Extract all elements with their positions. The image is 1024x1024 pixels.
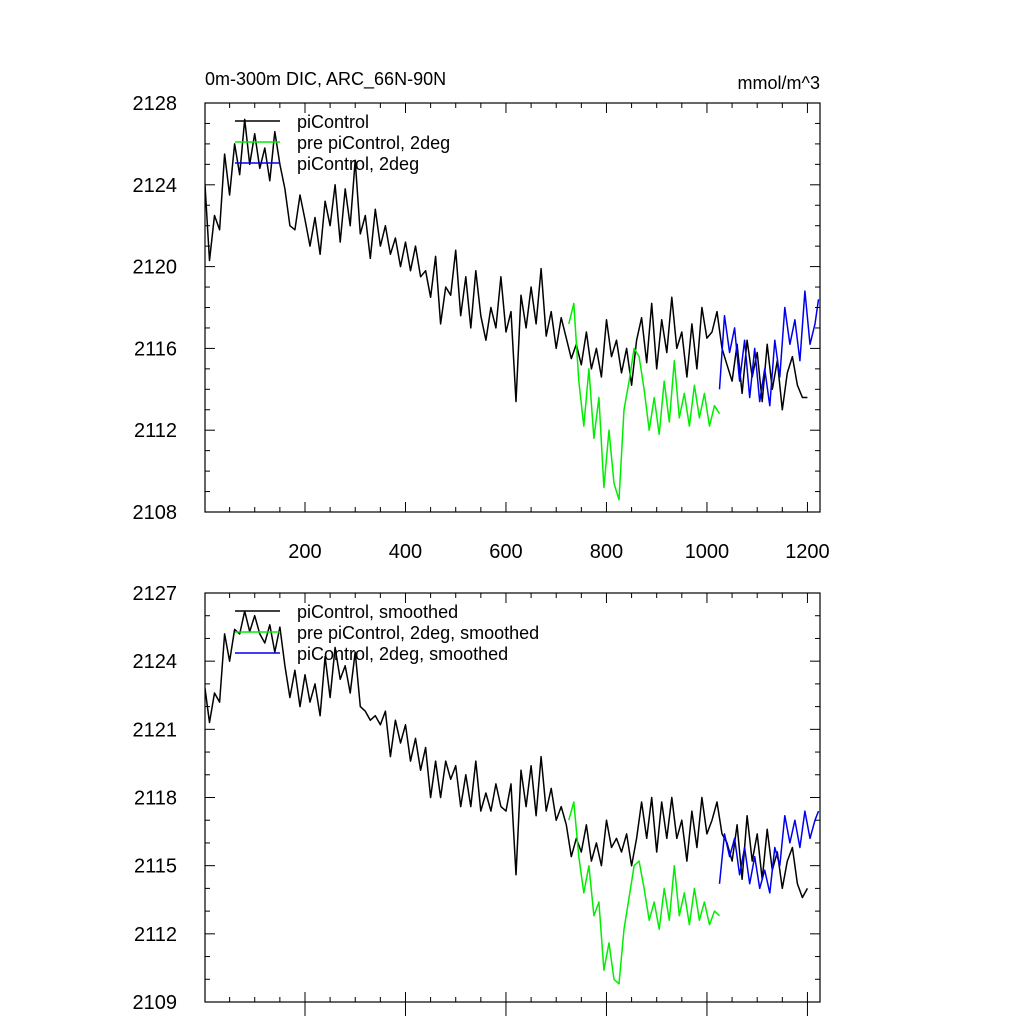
- x-tick-label: 200: [288, 541, 321, 563]
- x-tick-label: 400: [389, 541, 422, 563]
- legend-label: pre piControl, 2deg, smoothed: [297, 623, 539, 643]
- top-panel: 200 400 600 800 1000 1200 2108 2112 2116 2120 2124…: [133, 69, 830, 563]
- legend-label: piControl, 2deg, smoothed: [297, 644, 508, 664]
- y-tick-label: 2109: [133, 992, 178, 1014]
- series-line-1: [568, 801, 721, 985]
- y-tick-label: 2118: [134, 788, 177, 810]
- legend-label: pre piControl, 2deg: [297, 133, 450, 153]
- series-line-2: [718, 290, 820, 407]
- y-tick-label: 2124: [133, 651, 178, 673]
- y-tick-label: 2124: [133, 175, 178, 197]
- y-tick-label: 2120: [133, 257, 178, 279]
- y-tick-label: 2121: [133, 719, 178, 741]
- bottom-panel: 2109 2112 2115 2118 2121 2124 2127 piControl, s…: [133, 583, 821, 1016]
- y-tick-label: 2115: [134, 856, 177, 878]
- series-line-1: [568, 302, 721, 501]
- series-line-2: [718, 810, 820, 894]
- chart-units: mmol/m^3: [738, 73, 820, 93]
- series-line-0: [205, 118, 808, 411]
- legend-label: piControl, 2deg: [297, 154, 419, 174]
- y-tick-label: 2108: [133, 502, 178, 524]
- legend-label: piControl: [297, 112, 369, 132]
- y-tick-label: 2127: [133, 583, 178, 605]
- y-tick-label: 2128: [133, 93, 178, 115]
- y-tick-label: 2112: [134, 420, 177, 442]
- x-tick-label: 800: [590, 541, 623, 563]
- y-tick-label: 2116: [134, 338, 177, 360]
- chart-title: 0m-300m DIC, ARC_66N-90N: [205, 69, 446, 90]
- series-group: [205, 610, 820, 985]
- legend-label: piControl, smoothed: [297, 602, 458, 622]
- series-line-0: [205, 610, 809, 899]
- series-group: [205, 118, 820, 501]
- x-tick-label: 1000: [685, 541, 730, 563]
- x-tick-label: 1200: [785, 541, 830, 563]
- x-tick-label: 600: [489, 541, 522, 563]
- y-tick-label: 2112: [134, 924, 177, 946]
